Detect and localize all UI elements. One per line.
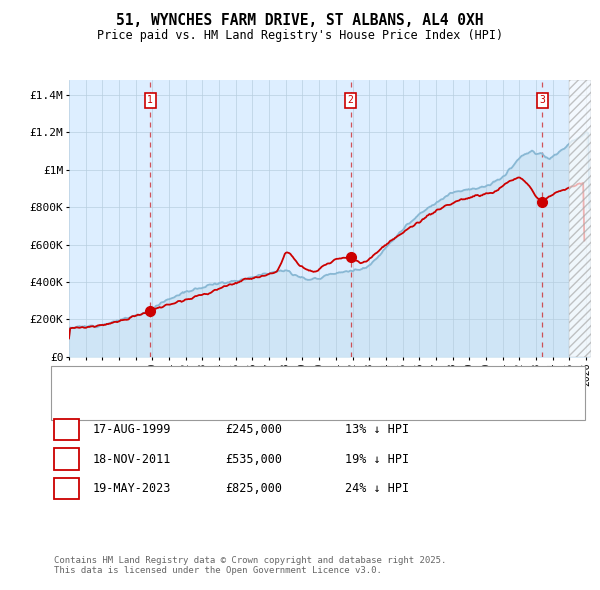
Text: £825,000: £825,000 [225, 482, 282, 495]
Text: £245,000: £245,000 [225, 423, 282, 436]
Text: 24% ↓ HPI: 24% ↓ HPI [345, 482, 409, 495]
Text: Contains HM Land Registry data © Crown copyright and database right 2025.
This d: Contains HM Land Registry data © Crown c… [54, 556, 446, 575]
Text: 17-AUG-1999: 17-AUG-1999 [93, 423, 172, 436]
Text: 13% ↓ HPI: 13% ↓ HPI [345, 423, 409, 436]
Text: 19% ↓ HPI: 19% ↓ HPI [345, 453, 409, 466]
Text: 1: 1 [63, 423, 70, 436]
Text: Price paid vs. HM Land Registry's House Price Index (HPI): Price paid vs. HM Land Registry's House … [97, 29, 503, 42]
Text: £535,000: £535,000 [225, 453, 282, 466]
Text: 3: 3 [539, 95, 545, 105]
Text: HPI: Average price, detached house, St Albans: HPI: Average price, detached house, St A… [111, 399, 392, 408]
Text: 1: 1 [147, 95, 153, 105]
Text: 18-NOV-2011: 18-NOV-2011 [93, 453, 172, 466]
Text: 51, WYNCHES FARM DRIVE, ST ALBANS, AL4 0XH: 51, WYNCHES FARM DRIVE, ST ALBANS, AL4 0… [116, 13, 484, 28]
Text: 51, WYNCHES FARM DRIVE, ST ALBANS, AL4 0XH (detached house): 51, WYNCHES FARM DRIVE, ST ALBANS, AL4 0… [111, 380, 480, 389]
Text: 2: 2 [63, 453, 70, 466]
Text: 2: 2 [348, 95, 353, 105]
Text: 3: 3 [63, 482, 70, 495]
Text: 19-MAY-2023: 19-MAY-2023 [93, 482, 172, 495]
